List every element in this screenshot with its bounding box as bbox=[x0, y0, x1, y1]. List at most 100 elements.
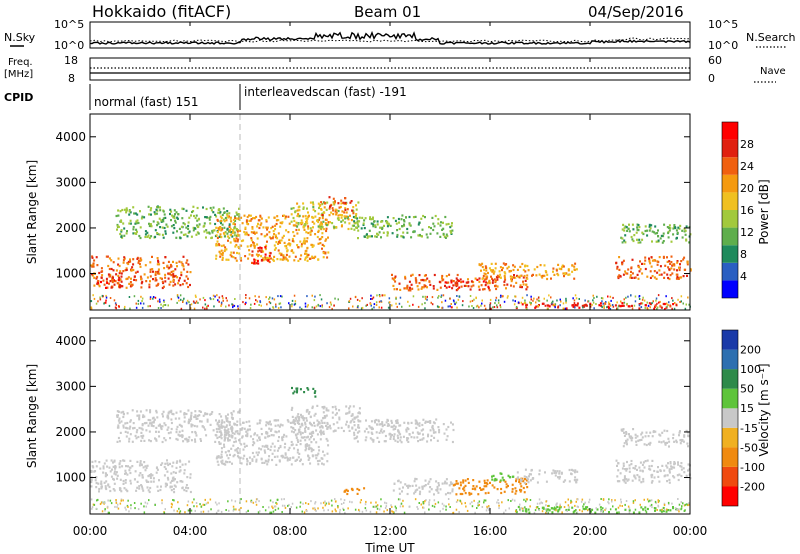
data-cell bbox=[303, 417, 306, 420]
data-cell bbox=[118, 264, 121, 268]
data-cell bbox=[190, 439, 193, 442]
data-cell bbox=[125, 435, 128, 438]
data-cell bbox=[143, 422, 146, 425]
data-cell bbox=[222, 244, 225, 247]
data-cell bbox=[242, 448, 245, 451]
data-cell bbox=[678, 431, 681, 434]
data-cell bbox=[178, 417, 181, 420]
data-cell bbox=[299, 501, 302, 504]
data-cell bbox=[653, 476, 656, 479]
data-cell bbox=[119, 232, 122, 236]
data-cell bbox=[626, 443, 628, 446]
data-cell bbox=[167, 272, 170, 275]
data-cell bbox=[181, 207, 184, 210]
data-cell bbox=[484, 307, 487, 310]
data-cell bbox=[294, 429, 297, 432]
data-cell bbox=[221, 258, 224, 261]
data-cell bbox=[161, 233, 164, 236]
data-cell bbox=[622, 223, 625, 226]
data-cell bbox=[622, 445, 625, 448]
data-cell bbox=[648, 302, 651, 305]
data-cell bbox=[163, 465, 166, 469]
data-cell bbox=[145, 409, 148, 412]
data-cell bbox=[303, 228, 306, 231]
data-cell bbox=[142, 302, 145, 305]
data-cell bbox=[319, 227, 322, 230]
data-cell bbox=[476, 507, 478, 509]
data-cell bbox=[224, 451, 227, 454]
data-cell bbox=[260, 255, 263, 258]
data-cell bbox=[428, 508, 430, 511]
data-cell bbox=[212, 294, 215, 297]
data-cell bbox=[313, 299, 316, 302]
data-cell bbox=[226, 429, 229, 432]
data-cell bbox=[608, 301, 610, 304]
data-cell bbox=[422, 295, 424, 298]
data-cell bbox=[264, 451, 267, 454]
data-cell bbox=[136, 414, 139, 417]
data-cell bbox=[220, 432, 223, 435]
data-cell bbox=[501, 269, 503, 272]
data-cell bbox=[100, 280, 102, 284]
data-cell bbox=[416, 506, 418, 508]
data-cell bbox=[545, 480, 548, 483]
data-cell bbox=[266, 444, 269, 447]
data-cell bbox=[255, 503, 258, 506]
data-cell bbox=[233, 432, 236, 435]
data-cell bbox=[400, 235, 403, 238]
data-cell bbox=[108, 257, 111, 260]
data-cell bbox=[125, 488, 128, 491]
data-cell bbox=[270, 445, 273, 448]
data-cell bbox=[262, 506, 264, 508]
data-cell bbox=[618, 480, 621, 483]
data-cell bbox=[673, 461, 676, 464]
data-cell bbox=[310, 431, 313, 434]
data-cell bbox=[449, 305, 451, 308]
data-cell bbox=[309, 233, 312, 236]
data-cell bbox=[616, 511, 618, 514]
data-cell bbox=[618, 304, 621, 307]
data-cell bbox=[238, 252, 241, 255]
data-cell bbox=[648, 229, 651, 232]
data-cell bbox=[684, 307, 687, 310]
data-cell bbox=[268, 256, 271, 260]
data-cell bbox=[187, 277, 189, 280]
data-cell bbox=[330, 211, 333, 214]
data-cell bbox=[232, 509, 235, 512]
data-cell bbox=[392, 489, 395, 492]
data-cell bbox=[202, 510, 205, 513]
data-cell bbox=[352, 210, 355, 213]
data-cell bbox=[530, 298, 532, 301]
data-cell bbox=[144, 235, 147, 239]
data-cell bbox=[155, 471, 158, 474]
data-cell bbox=[219, 215, 222, 218]
data-cell bbox=[230, 447, 233, 450]
data-cell bbox=[665, 510, 668, 513]
data-cell bbox=[607, 305, 610, 308]
data-cell bbox=[252, 501, 255, 504]
data-cell bbox=[675, 439, 678, 442]
data-cell bbox=[125, 277, 128, 281]
data-cell bbox=[162, 285, 165, 288]
data-cell bbox=[269, 429, 272, 432]
data-cell bbox=[395, 419, 398, 423]
nsky-trace bbox=[89, 30, 691, 45]
data-cell bbox=[528, 473, 531, 476]
data-cell bbox=[450, 482, 453, 486]
data-cell bbox=[215, 511, 218, 514]
data-cell bbox=[115, 214, 118, 218]
data-cell bbox=[138, 474, 141, 477]
data-cell bbox=[644, 506, 647, 509]
data-cell bbox=[578, 306, 581, 309]
data-cell bbox=[528, 511, 531, 514]
data-cell bbox=[209, 206, 212, 210]
data-cell bbox=[672, 299, 674, 302]
data-cell bbox=[653, 507, 656, 510]
data-cell bbox=[321, 223, 324, 226]
data-cell bbox=[225, 424, 228, 427]
data-cell bbox=[299, 459, 302, 463]
data-cell bbox=[493, 278, 496, 281]
data-cell bbox=[157, 300, 159, 303]
data-cell bbox=[127, 465, 129, 468]
data-cell bbox=[138, 234, 141, 238]
